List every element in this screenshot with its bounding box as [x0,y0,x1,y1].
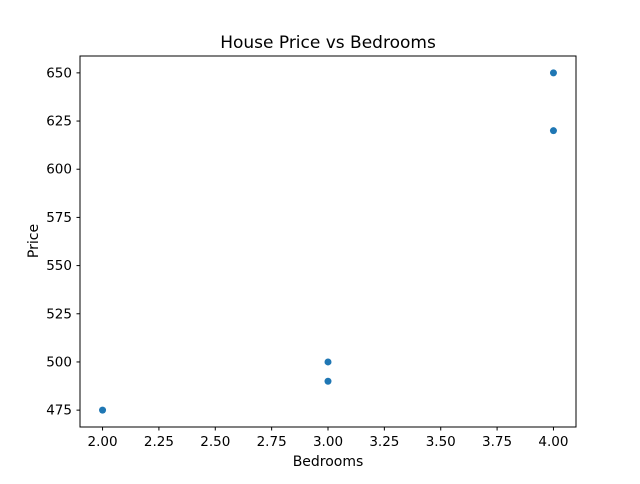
x-tick-label: 3.50 [426,434,456,450]
x-tick-label: 3.00 [313,434,343,450]
x-axis: 2.00 2.25 2.50 2.75 3.00 3.25 3.50 3.75 4.00 [88,427,568,450]
data-point [324,358,332,366]
y-tick-label: 500 [46,354,72,370]
data-point [99,406,107,414]
scatter-points [99,69,557,414]
x-tick-label: 3.25 [369,434,399,450]
y-axis-label: Price [26,224,42,258]
x-tick-label: 2.25 [144,434,174,450]
y-tick-label: 650 [46,65,72,81]
plot-area [80,56,576,427]
x-tick-label: 3.75 [482,434,512,450]
y-tick-label: 525 [46,306,72,322]
y-tick-label: 575 [46,210,72,226]
x-tick-label: 2.50 [200,434,230,450]
x-tick-label: 4.00 [538,434,568,450]
x-tick-label: 2.75 [257,434,287,450]
y-axis: 475 500 525 550 575 600 625 650 [46,65,80,419]
x-axis-label: Bedrooms [293,454,364,470]
data-point [324,377,332,385]
y-tick-label: 600 [46,162,72,178]
y-tick-label: 475 [46,403,72,419]
axes-frame [79,55,577,428]
chart-title: House Price vs Bedrooms [220,33,436,53]
data-point [549,127,557,135]
y-tick-label: 625 [46,114,72,130]
data-point [549,69,557,77]
x-tick-label: 2.00 [88,434,118,450]
y-tick-label: 550 [46,258,72,274]
